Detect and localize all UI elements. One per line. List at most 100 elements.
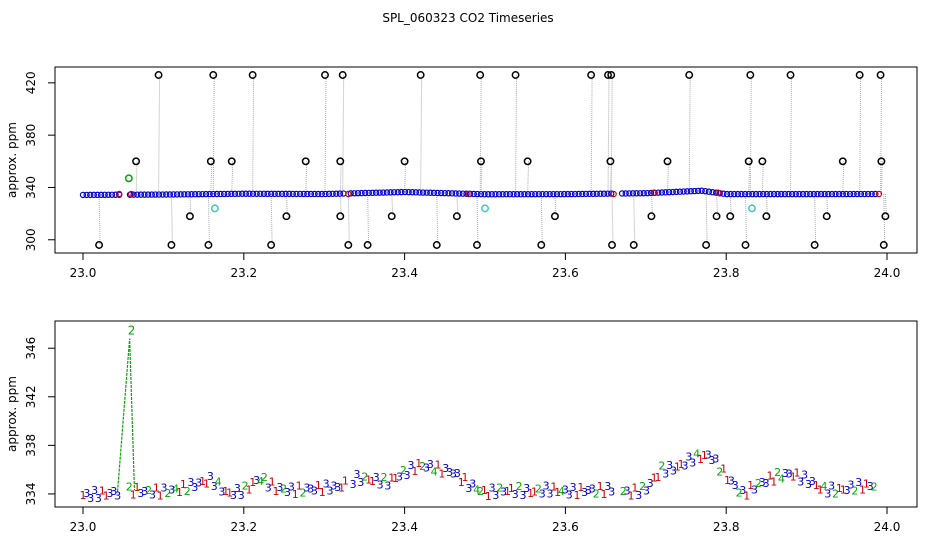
bottom-data-symbol: 3 (647, 477, 654, 490)
top-data-point (571, 190, 579, 198)
top-data-point (459, 190, 467, 197)
top-data-point (756, 190, 763, 198)
bottom-data-symbol: 1 (508, 482, 515, 495)
top-outlier-point (477, 157, 485, 166)
bottom-data-symbol: 1 (342, 475, 349, 488)
bottom-data-symbol: 2 (832, 487, 839, 500)
top-data-point (456, 190, 463, 197)
top-data-point (705, 188, 713, 195)
top-outlier-connector (404, 161, 407, 193)
top-outlier-connector (270, 193, 273, 246)
top-outlier-connector (480, 161, 483, 195)
bottom-data-symbol: 3 (604, 480, 611, 493)
top-outlier-point (786, 71, 795, 79)
bottom-panel: approx. ppm 23.0 23.2 23.4 23.6 23.8 24.0 334… (5, 320, 918, 534)
top-data-point (289, 190, 297, 198)
bottom-data-symbol: 3 (546, 487, 553, 500)
top-data-point (354, 189, 362, 197)
bottom-data-symbol: 1 (411, 465, 418, 478)
bottom-data-symbol: 2 (242, 479, 249, 492)
bottom-data-symbol: 1 (245, 483, 252, 496)
top-data-point (655, 189, 662, 196)
top-data-point (257, 190, 264, 197)
top-data-point (155, 191, 163, 198)
top-data-point (362, 189, 369, 197)
bottom-data-symbol: 3 (855, 476, 862, 489)
bottom-data-symbol: 3 (589, 483, 596, 496)
top-data-point (286, 190, 293, 198)
top-flag-point (115, 190, 123, 198)
top-panel: approx. ppm 23.0 23.2 23.4 23.6 23.8 24.0 300… (5, 66, 918, 280)
top-data-point (477, 190, 485, 198)
top-data-point (231, 190, 239, 198)
top-outlier-point (204, 241, 213, 249)
top-data-point (734, 190, 742, 198)
bottom-data-symbol: 1 (697, 453, 704, 466)
bottom-data-symbol: 3 (759, 476, 766, 489)
bottom-data-symbol: 1 (438, 467, 445, 480)
bottom-x-axis: 23.0 23.2 23.4 23.6 23.8 24.0 (70, 506, 900, 534)
top-data-point (249, 190, 257, 197)
bottom-data-symbol: 3 (844, 484, 851, 497)
top-data-point (97, 191, 105, 199)
bottom-y-tick-label: 342 (24, 385, 38, 408)
bottom-data-symbol: 1 (531, 486, 538, 499)
bottom-data-symbol: 3 (161, 482, 168, 495)
bottom-data-symbol: 1 (836, 482, 843, 495)
bottom-x-tick-label: 23.2 (230, 520, 257, 534)
top-data-point (665, 188, 673, 196)
bottom-data-symbol: 1 (296, 480, 303, 493)
top-outlier-point (206, 157, 215, 166)
top-outlier-point (452, 212, 461, 221)
top-x-tick-label: 23.2 (230, 266, 257, 280)
top-data-point (184, 191, 192, 198)
top-outlier-connector (367, 192, 370, 246)
top-data-point (503, 191, 510, 198)
bottom-data-symbol: 3 (682, 460, 689, 473)
top-data-point (398, 188, 405, 196)
bottom-data-symbol: 4 (172, 482, 179, 495)
bottom-data-symbol: 2 (400, 464, 407, 477)
top-outlier-point (267, 241, 276, 249)
bottom-data-symbol: 3 (446, 466, 453, 479)
top-y-tick-label: 420 (24, 71, 38, 94)
top-data-point (79, 191, 87, 199)
bottom-spike-line (116, 338, 136, 492)
top-data-marks (79, 71, 890, 249)
top-data-point (604, 190, 611, 197)
top-outlier-point (282, 212, 291, 221)
top-data-point (542, 190, 550, 198)
top-data-point (173, 191, 181, 198)
top-data-point (835, 190, 843, 198)
top-outlier-connector (633, 193, 636, 246)
bottom-data-symbol: 3 (689, 457, 696, 470)
top-data-point (387, 189, 394, 196)
bottom-data-symbol: 1 (481, 484, 488, 497)
top-data-point (242, 190, 250, 197)
bottom-data-symbol: 3 (373, 471, 380, 484)
top-outlier-connector (347, 193, 350, 246)
top-data-point (423, 189, 430, 196)
top-data-point (589, 190, 597, 198)
top-outlier-connector (342, 74, 345, 194)
bottom-data-symbol: 2 (184, 485, 191, 498)
bottom-data-symbol: 3 (91, 484, 98, 497)
bottom-data-symbol: 3 (643, 485, 650, 498)
top-outlier-point (758, 157, 767, 166)
bottom-y-tick-label: 346 (24, 337, 38, 360)
bottom-data-symbol: 3 (334, 481, 341, 494)
top-data-point (647, 189, 655, 197)
bottom-y-tick-label: 334 (24, 482, 38, 505)
top-flag-point (345, 190, 352, 198)
top-data-point (510, 191, 517, 198)
top-outlier-connector (98, 194, 101, 246)
bottom-data-symbol: 3 (739, 484, 746, 497)
top-data-point (633, 190, 640, 197)
bottom-data-symbol: 4 (473, 483, 480, 496)
top-outlier-connector (158, 74, 161, 195)
top-outlier-connector (135, 161, 138, 195)
top-outlier-connector (610, 74, 613, 194)
bottom-data-symbol: 3 (311, 485, 318, 498)
top-outlier-point (227, 157, 236, 166)
bottom-data-symbol: 3 (492, 489, 499, 502)
